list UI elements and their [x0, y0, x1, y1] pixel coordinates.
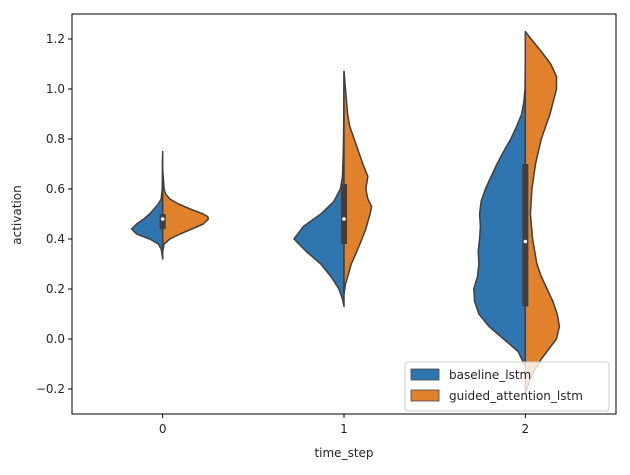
legend-swatch-guided-attention: [410, 389, 440, 402]
x-axis-title: time_step: [314, 446, 373, 460]
violin-left-half-2: [473, 63, 527, 368]
y-tick-label: −0.2: [36, 382, 65, 396]
y-tick-label: 1.0: [46, 82, 65, 96]
median-point-2: [523, 239, 528, 244]
quartile-box-1: [341, 184, 347, 244]
y-tick-label: 0.0: [46, 332, 65, 346]
median-point-0: [160, 217, 165, 221]
legend-label-guided-attention: guided_attention_lstm: [449, 389, 583, 403]
median-point-1: [342, 217, 346, 221]
y-tick-label: 0.2: [46, 282, 65, 296]
plot-area: [130, 30, 561, 395]
y-tick-label: 0.4: [46, 232, 65, 246]
legend-swatch-baseline: [410, 368, 440, 381]
legend-frame: [404, 361, 610, 412]
y-axis-title: activation: [10, 185, 24, 244]
quartile-box-0: [159, 214, 166, 229]
legend-label-baseline: baseline_lstm: [449, 368, 531, 382]
legend: baseline_lstm guided_attention_lstm: [404, 361, 610, 412]
x-tick-label: 2: [522, 422, 530, 436]
violin-right-half-2: [524, 30, 561, 395]
y-tick-label: 0.8: [46, 132, 65, 146]
violin-right-half-1: [343, 70, 373, 295]
violin-right-half-0: [161, 168, 210, 253]
y-tick-label: 1.2: [46, 32, 65, 46]
x-tick-label: 0: [159, 422, 167, 436]
axis-ticks: −0.2 0.0 0.2 0.4 0.6 0.8 1.0 1.2 0 1 2: [36, 32, 529, 436]
quartile-box-2: [522, 164, 529, 307]
x-tick-label: 1: [340, 422, 348, 436]
y-tick-label: 0.6: [46, 182, 65, 196]
